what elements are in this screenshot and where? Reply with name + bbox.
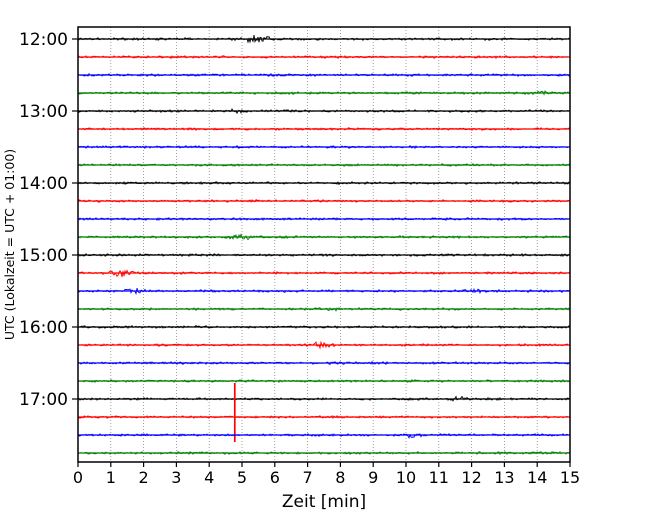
trace-12:30: [77, 72, 571, 78]
trace-13:30: [77, 144, 571, 150]
trace-16:15: [77, 340, 571, 350]
x-tick-label-12: 12: [461, 468, 481, 487]
y-tick-label-12:00: 12:00: [19, 30, 68, 50]
trace-15:15: [77, 269, 571, 278]
trace-16:00: [77, 324, 571, 330]
y-tick-label-14:00: 14:00: [19, 174, 68, 194]
plot-border: [77, 26, 571, 463]
trace-16:30: [77, 360, 571, 366]
x-tick-label-1: 1: [106, 468, 116, 487]
trace-14:15: [77, 198, 571, 204]
trace-17:00: [77, 395, 571, 402]
y-tick-label-16:00: 16:00: [19, 318, 68, 338]
y-tick-label-13:00: 13:00: [19, 102, 68, 122]
x-tick-label-15: 15: [560, 468, 580, 487]
x-tick-label-9: 9: [368, 468, 378, 487]
trace-12:15: [77, 55, 571, 60]
x-tick-label-3: 3: [171, 468, 181, 487]
trace-15:00: [77, 252, 571, 258]
x-tick-label-4: 4: [204, 468, 214, 487]
trace-14:00: [77, 180, 571, 186]
trace-15:30: [77, 287, 571, 296]
trace-13:15: [77, 126, 571, 132]
trace-13:00: [77, 108, 571, 115]
y-tick-label-17:00: 17:00: [19, 390, 68, 410]
trace-15:45: [77, 306, 571, 313]
trace-13:45: [77, 162, 571, 168]
trace-17:30: [77, 432, 571, 439]
x-axis-label: Zeit [min]: [282, 492, 366, 512]
x-tick-label-11: 11: [429, 468, 449, 487]
trace-14:30: [77, 216, 571, 222]
trace-12:00: [77, 34, 571, 44]
x-tick-label-6: 6: [270, 468, 280, 487]
x-tick-label-14: 14: [527, 468, 547, 487]
y-tick-label-15:00: 15:00: [19, 246, 68, 266]
trace-17:15: [77, 414, 571, 420]
trace-14:45: [77, 233, 571, 241]
x-tick-label-5: 5: [237, 468, 247, 487]
x-tick-label-10: 10: [396, 468, 416, 487]
trace-16:45: [77, 378, 571, 384]
trace-17:45: [77, 450, 571, 456]
x-tick-label-7: 7: [303, 468, 313, 487]
x-tick-label-2: 2: [139, 468, 149, 487]
x-tick-label-8: 8: [335, 468, 345, 487]
y-axis-label: UTC (Lokalzeit = UTC + 01:00): [2, 149, 17, 340]
x-tick-label-13: 13: [494, 468, 514, 487]
x-tick-label-0: 0: [73, 468, 83, 487]
trace-12:45: [77, 90, 571, 96]
